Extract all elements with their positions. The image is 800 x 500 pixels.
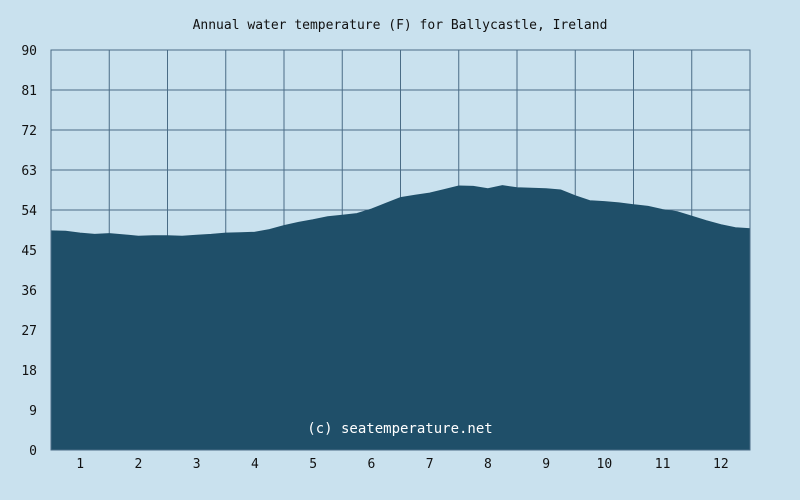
y-tick-label-8: 72: [21, 124, 37, 139]
y-tick-label-3: 27: [21, 324, 37, 339]
frame-layer: [50, 49, 751, 451]
plot-frame: [50, 49, 751, 451]
y-tick-label-6: 54: [21, 204, 37, 219]
y-tick-label-1: 9: [29, 404, 37, 419]
y-tick-label-0: 0: [29, 444, 37, 459]
x-tick-label-4: 5: [309, 457, 317, 472]
x-tick-label-3: 4: [251, 457, 259, 472]
x-tick-label-7: 8: [484, 457, 492, 472]
y-tick-label-2: 18: [21, 364, 37, 379]
x-tick-label-1: 2: [134, 457, 142, 472]
x-tick-label-8: 9: [542, 457, 550, 472]
x-tick-label-9: 10: [597, 457, 613, 472]
chart-title: Annual water temperature (F) for Ballyca…: [192, 18, 608, 33]
y-tick-label-9: 81: [21, 84, 37, 99]
x-tick-label-6: 7: [426, 457, 434, 472]
y-tick-label-5: 45: [21, 244, 37, 259]
y-tick-label-4: 36: [21, 284, 37, 299]
x-tick-label-11: 12: [713, 457, 729, 472]
temperature-area: [50, 185, 751, 451]
x-tick-label-2: 3: [193, 457, 201, 472]
x-tick-label-5: 6: [367, 457, 375, 472]
y-tick-label-10: 90: [21, 44, 37, 59]
watermark-annotation: (c) seatemperature.net: [307, 421, 492, 437]
x-tick-label-10: 11: [655, 457, 671, 472]
area-layer: [50, 185, 751, 451]
y-tick-label-7: 63: [21, 164, 37, 179]
x-tick-label-0: 1: [76, 457, 84, 472]
